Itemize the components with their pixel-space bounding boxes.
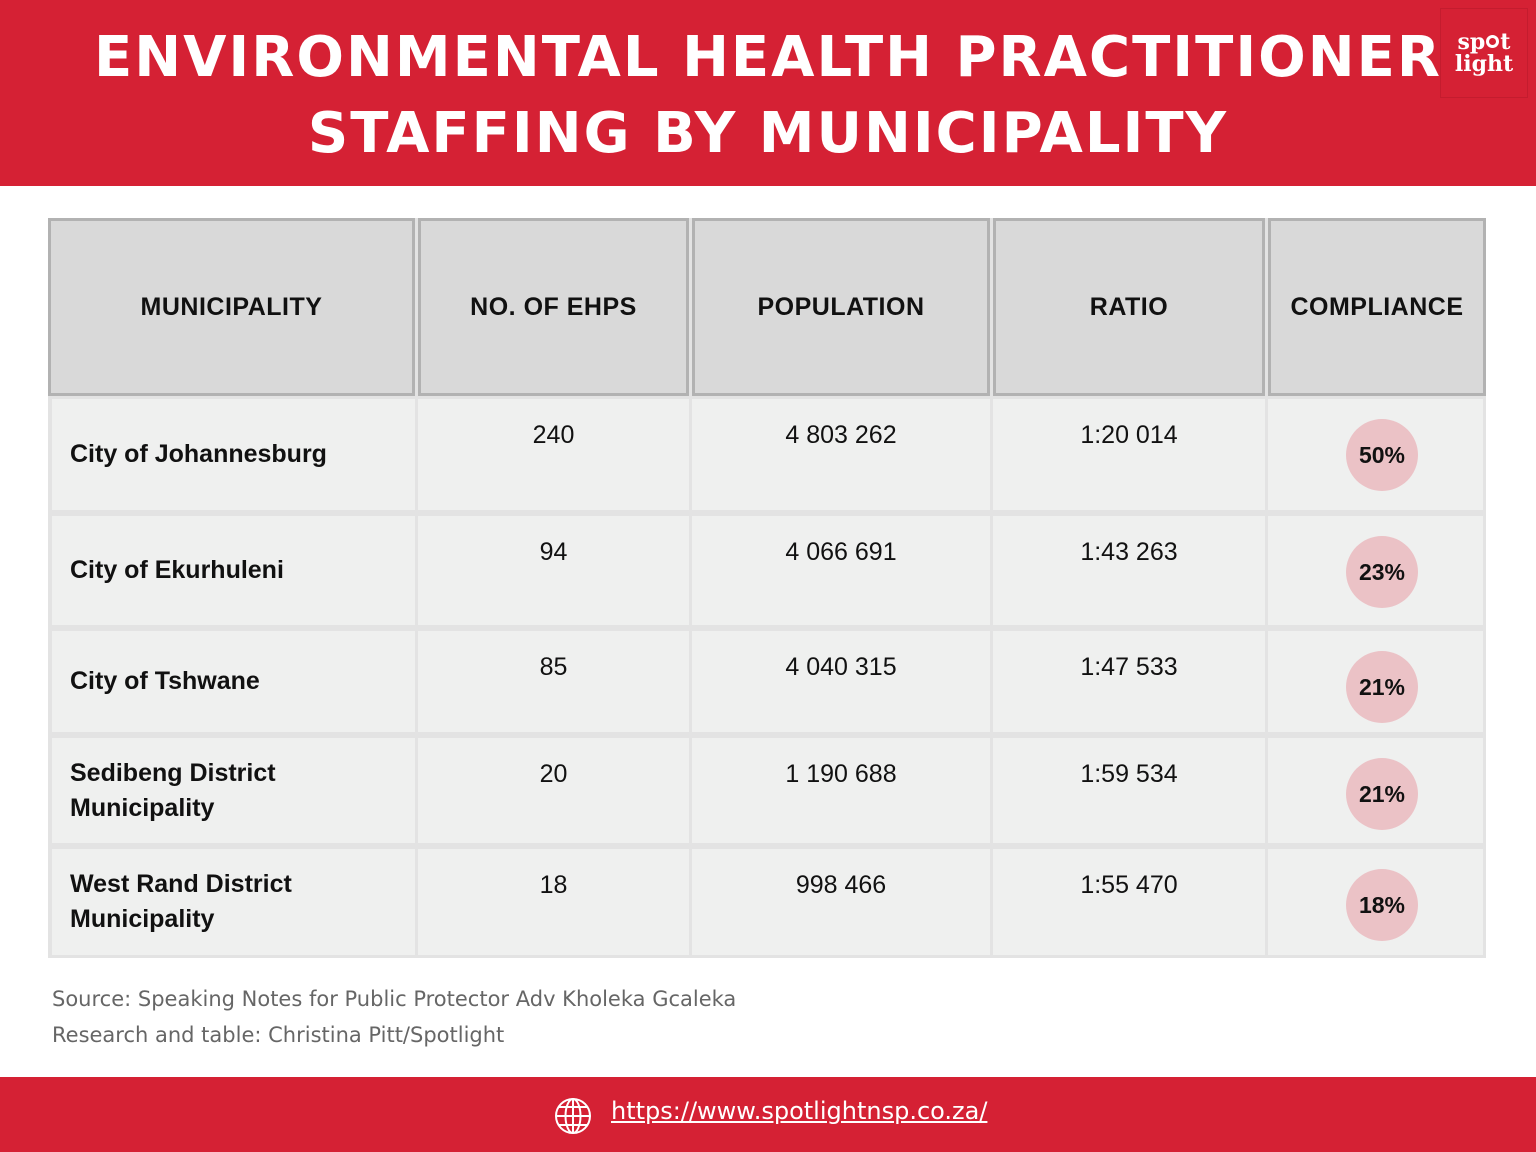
column-header-population: POPULATION [692,218,990,396]
column-header-compliance: COMPLIANCE [1268,218,1486,396]
website-link[interactable]: https://www.spotlightnsp.co.za/ [611,1097,988,1125]
ehps-value: 85 [418,631,689,732]
compliance-badge: 50% [1346,419,1418,491]
compliance-badge: 21% [1346,758,1418,830]
staffing-table: MUNICIPALITY NO. OF EHPS POPULATION RATIO CO… [48,218,1486,958]
column-header-municipality: MUNICIPALITY [48,218,415,396]
logo-text-bottom: light [1454,51,1514,77]
header-banner: ENVIRONMENTAL HEALTH PRACTITIONER STAFFI… [0,0,1536,186]
spotlight-logo: sp t light [1440,8,1528,98]
compliance-badge: 23% [1346,536,1418,608]
population-value: 4 040 315 [692,631,990,732]
page-title-line-2: STAFFING BY MUNICIPALITY [307,101,1229,166]
compliance-badge: 21% [1346,651,1418,723]
population-value: 4 066 691 [692,516,990,625]
compliance-cell: 21% [1268,738,1483,843]
compliance-badge: 18% [1346,869,1418,941]
logo-text-top: sp [1457,29,1486,55]
ratio-value: 1:43 263 [993,516,1265,625]
municipality-name: Sedibeng District Municipality [52,738,415,843]
ehps-value: 240 [418,399,689,510]
population-value: 998 466 [692,849,990,955]
logo-dot-icon [1486,34,1500,48]
ratio-value: 1:47 533 [993,631,1265,732]
source-note: Source: Speaking Notes for Public Protec… [52,987,737,1011]
municipality-name: West Rand District Municipality [52,849,415,955]
compliance-cell: 23% [1268,516,1483,625]
ratio-value: 1:59 534 [993,738,1265,843]
credit-note: Research and table: Christina Pitt/Spotl… [52,1023,505,1047]
population-value: 4 803 262 [692,399,990,510]
municipality-name: City of Ekurhuleni [52,516,415,625]
globe-icon [555,1098,591,1134]
page-title-line-1: ENVIRONMENTAL HEALTH PRACTITIONER [93,25,1443,90]
compliance-cell: 18% [1268,849,1483,955]
ratio-value: 1:20 014 [993,399,1265,510]
population-value: 1 190 688 [692,738,990,843]
ratio-value: 1:55 470 [993,849,1265,955]
ehps-value: 18 [418,849,689,955]
compliance-cell: 21% [1268,631,1483,732]
compliance-cell: 50% [1268,399,1483,510]
column-header-ehps: NO. OF EHPS [418,218,689,396]
footer-banner: https://www.spotlightnsp.co.za/ [0,1077,1536,1152]
logo-text-top-end: t [1500,29,1511,55]
municipality-name: City of Johannesburg [52,399,415,510]
column-header-ratio: RATIO [993,218,1265,396]
ehps-value: 20 [418,738,689,843]
ehps-value: 94 [418,516,689,625]
municipality-name: City of Tshwane [52,631,415,732]
